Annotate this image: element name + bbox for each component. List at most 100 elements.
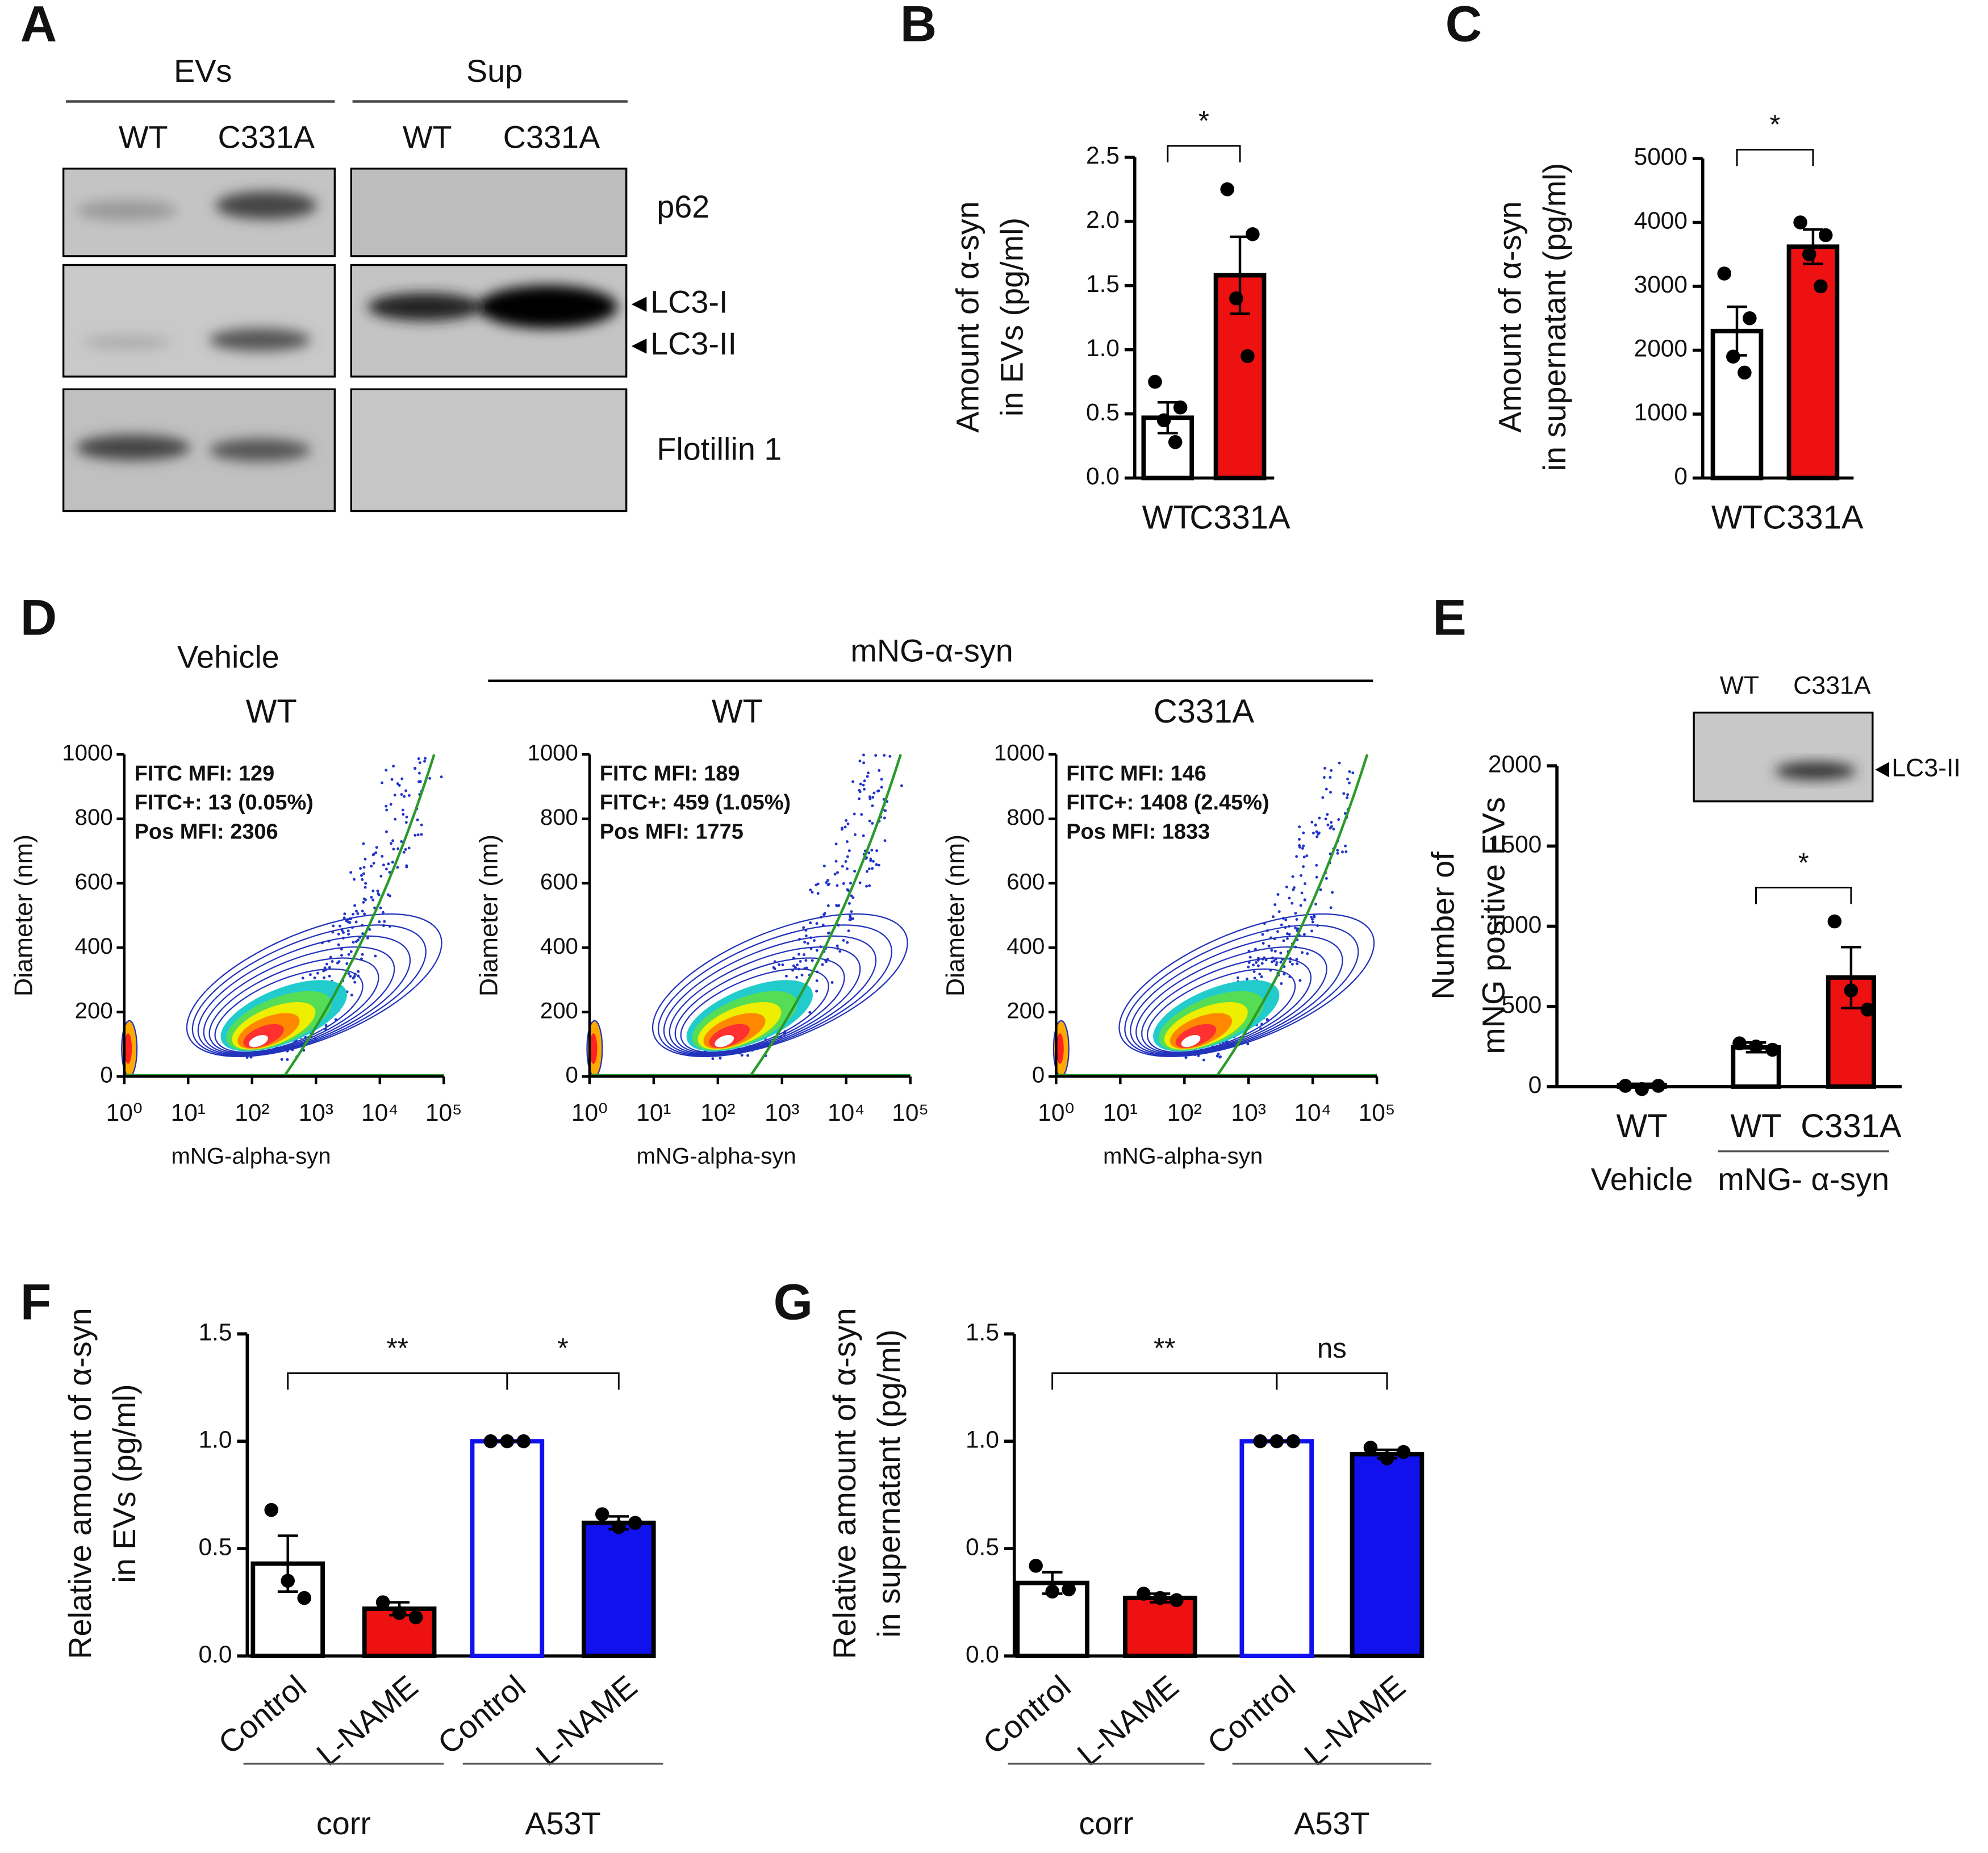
event-dot [405, 815, 408, 819]
event-dot [793, 966, 797, 969]
event-dot [1329, 791, 1332, 794]
event-dot [834, 859, 838, 863]
event-dot [1313, 915, 1316, 918]
event-dot [329, 955, 332, 959]
event-dot [883, 816, 886, 820]
x-tick-label: WT [1711, 499, 1763, 536]
row-label: LC3-I [650, 283, 728, 319]
event-dot [838, 950, 842, 953]
event-dot [1344, 850, 1348, 853]
event-dot [362, 866, 366, 869]
event-dot [849, 882, 852, 885]
event-dot [420, 823, 423, 827]
event-dot [1304, 882, 1306, 885]
y-axis-label: Relative amount of α-syn [826, 1308, 862, 1659]
event-dot [848, 902, 851, 905]
data-point [297, 1591, 312, 1605]
x-tick-label: C331A [1763, 499, 1864, 536]
data-point [1246, 227, 1260, 241]
event-dot [1280, 923, 1283, 926]
event-dot [1252, 963, 1255, 967]
data-point [408, 1610, 423, 1625]
data-point [1153, 1591, 1167, 1605]
event-dot [440, 775, 443, 779]
bar [1786, 244, 1840, 481]
event-dot [1302, 865, 1305, 868]
event-dot [841, 865, 844, 868]
event-dot [353, 904, 356, 907]
x-tick-label: WT [1617, 1108, 1668, 1145]
event-dot [1305, 854, 1309, 858]
event-dot [1314, 903, 1318, 905]
event-dot [356, 912, 360, 915]
event-dot [1322, 776, 1326, 779]
data-point [1860, 1003, 1875, 1017]
event-dot [846, 867, 849, 870]
event-dot [850, 894, 853, 898]
significance-label: * [1198, 106, 1209, 136]
band [209, 439, 311, 462]
event-dot [851, 780, 855, 783]
event-dot [1260, 975, 1263, 978]
event-dot [1261, 933, 1264, 936]
data-point [1269, 1434, 1284, 1449]
y-tick-label: 1000 [528, 740, 578, 766]
event-dot [711, 1057, 715, 1061]
y-tick-label: 1000 [994, 740, 1045, 766]
event-dot [313, 976, 316, 979]
event-dot [1315, 835, 1319, 838]
event-dot [878, 863, 880, 867]
y-tick-label: 1.0 [199, 1426, 232, 1453]
event-dot [1296, 927, 1300, 930]
event-dot [349, 871, 353, 874]
event-dot [1337, 818, 1340, 821]
event-dot [385, 808, 389, 812]
event-dot [377, 894, 381, 896]
y-axis-label: Number of [1425, 852, 1460, 1000]
event-dot [345, 962, 349, 965]
event-dot [374, 851, 378, 854]
event-dot [331, 960, 334, 963]
x-tick-label: 10⁵ [425, 1099, 462, 1126]
event-dot [843, 825, 847, 829]
event-dot [362, 872, 365, 875]
event-dot [1294, 926, 1297, 930]
annotation: FITC+: 459 (1.05%) [600, 791, 791, 815]
event-dot [340, 948, 343, 951]
event-dot [871, 796, 875, 799]
y-tick-label: 0.0 [199, 1641, 232, 1667]
event-dot [343, 916, 346, 920]
event-dot [400, 840, 403, 843]
y-tick-label: 1.0 [966, 1426, 999, 1453]
event-dot [362, 842, 365, 845]
x-axis-label: mNG-alpha-syn [171, 1143, 331, 1169]
y-tick-label: 200 [75, 998, 113, 1023]
event-dot [811, 959, 814, 962]
y-axis-label: in EVs (pg/ml) [993, 218, 1029, 416]
y-tick-label: 0.0 [1086, 463, 1120, 490]
chart-title: C331A [1154, 693, 1255, 730]
event-dot [858, 797, 861, 800]
y-tick-label: 200 [540, 998, 578, 1023]
event-dot [1314, 823, 1317, 827]
event-dot [883, 754, 886, 757]
event-dot [862, 753, 865, 757]
band [82, 336, 172, 349]
event-dot [1317, 831, 1321, 834]
y-tick-label: 600 [540, 869, 578, 894]
event-dot [842, 882, 845, 885]
event-dot [844, 860, 847, 863]
event-dot [840, 828, 843, 831]
event-dot [332, 924, 335, 928]
data-point [1173, 400, 1188, 415]
y-tick-label: 0.5 [199, 1533, 232, 1560]
event-dot [419, 780, 422, 783]
y-tick-label: 2.0 [1086, 206, 1120, 233]
event-dot [827, 932, 830, 935]
event-dot [404, 821, 408, 824]
event-dot [423, 759, 427, 763]
event-dot [1255, 961, 1258, 964]
event-dot [1218, 1055, 1222, 1059]
event-dot [862, 834, 865, 837]
